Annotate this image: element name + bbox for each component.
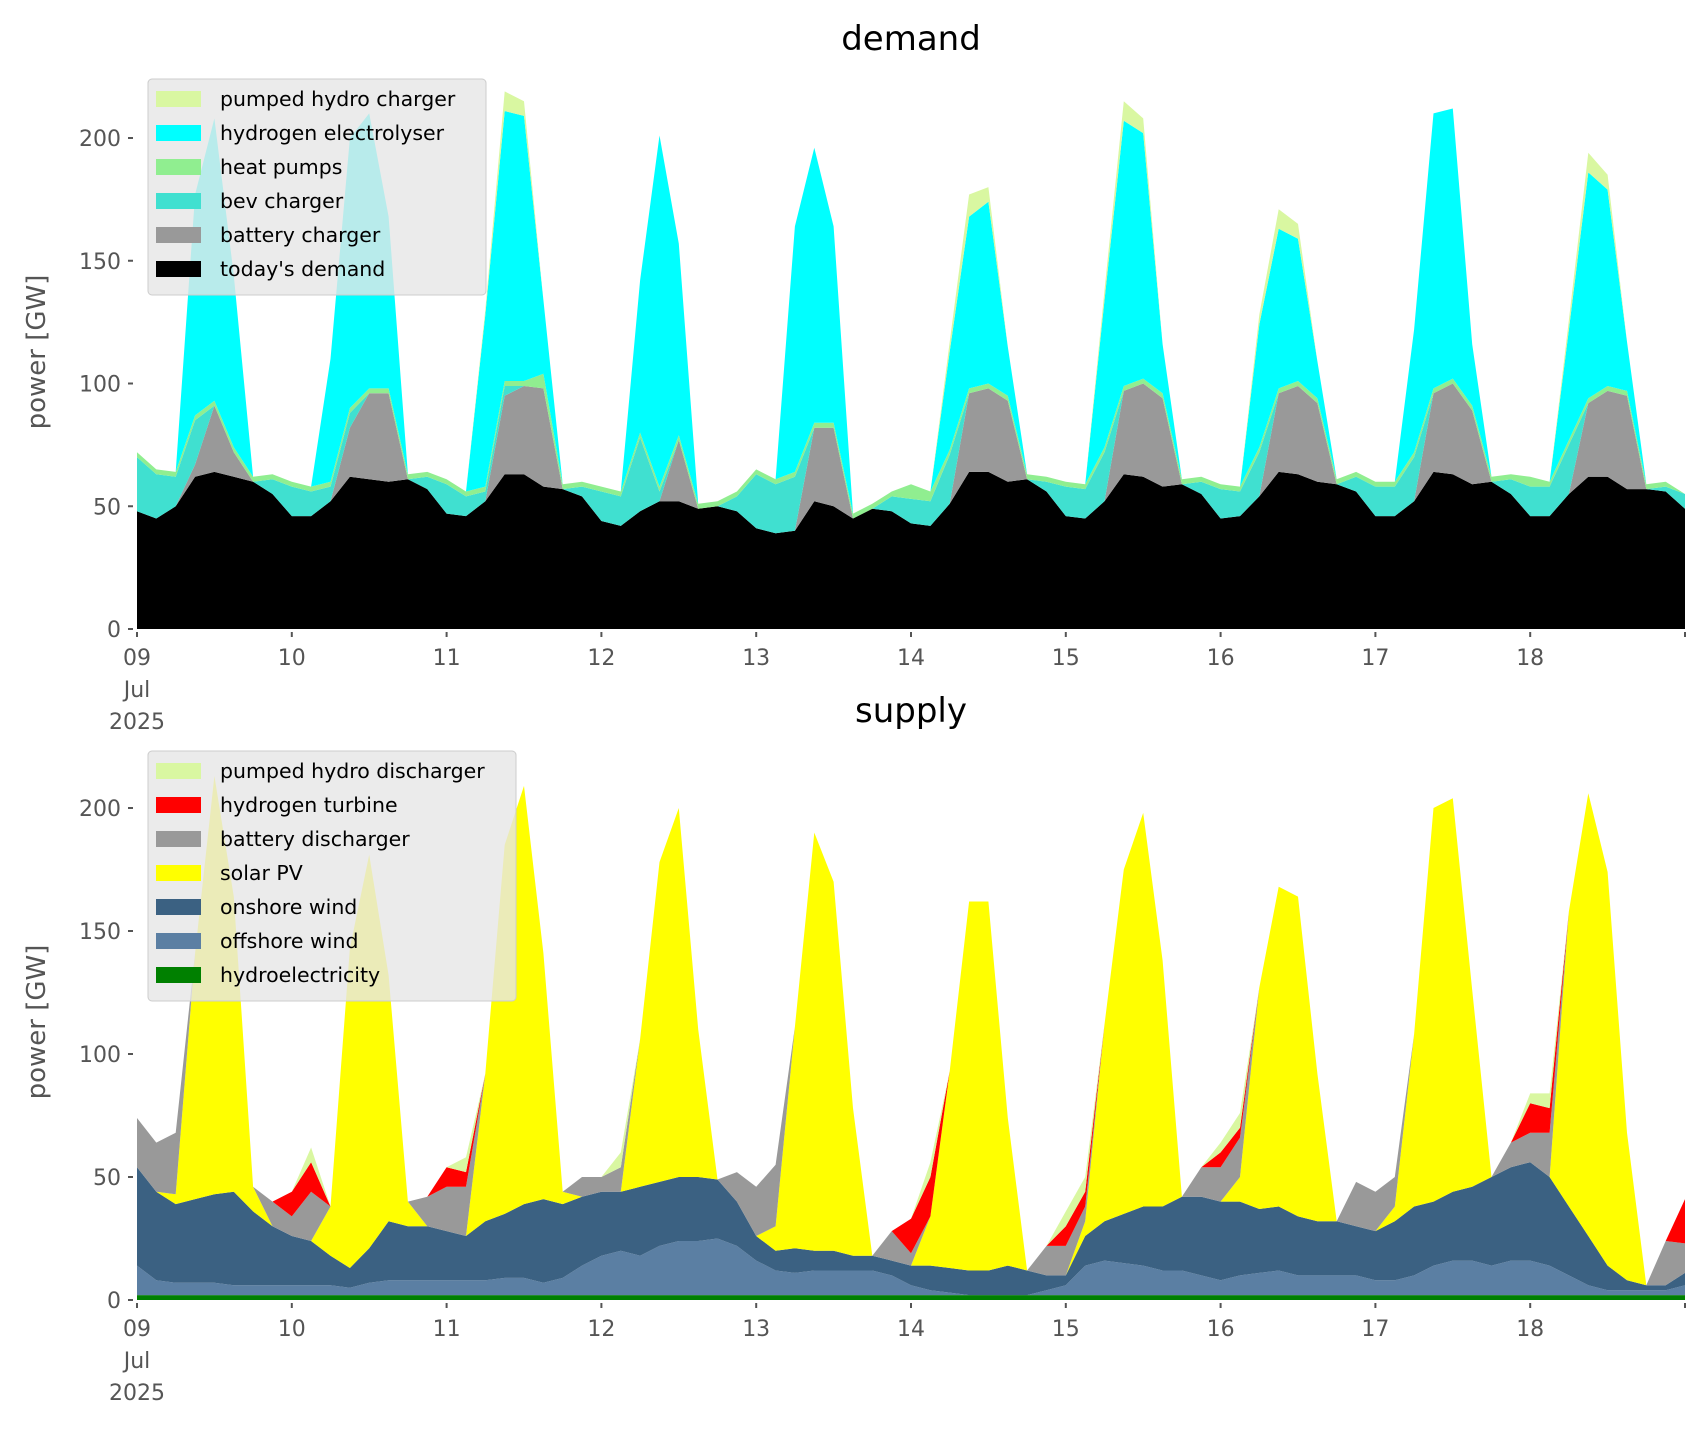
legend-swatch-bev-charger (156, 193, 201, 209)
legend-swatch-battery-discharger (156, 831, 201, 847)
legend-label-onshore-wind: onshore wind (220, 895, 357, 919)
legend-swatch-offshore-wind (156, 933, 201, 949)
legend-label-battery-discharger: battery discharger (220, 827, 410, 851)
legend-label-offshore-wind: offshore wind (220, 929, 358, 953)
y-tick-label: 100 (79, 1043, 121, 1068)
y-tick-label: 200 (79, 797, 121, 822)
y-tick-label: 200 (79, 127, 121, 152)
x-tick-label: 10 (278, 1317, 306, 1342)
x-tick-label: Jul (122, 678, 151, 703)
y-tick-label: 0 (107, 1289, 121, 1314)
x-tick-label: 17 (1361, 646, 1389, 671)
x-tick-label: 14 (897, 646, 925, 671)
area-battery-charger (137, 383, 1685, 534)
x-tick-label: 16 (1207, 1317, 1235, 1342)
x-tick-label: 12 (587, 646, 615, 671)
x-tick-label: 14 (897, 1317, 925, 1342)
x-tick-label: 13 (742, 646, 770, 671)
legend-label-battery-charger: battery charger (220, 223, 381, 247)
y-tick-label: 0 (107, 618, 121, 643)
x-tick-label: 16 (1207, 646, 1235, 671)
legend-swatch-hydrogen-turbine (156, 797, 201, 813)
legend-label-bev-charger: bev charger (220, 189, 344, 213)
demand-legend: pumped hydro charger hydrogen electrolyse… (147, 78, 487, 296)
x-tick-label: 10 (278, 646, 306, 671)
area-hydroelectricity (137, 1295, 1685, 1300)
legend-swatch-today-s-demand (156, 261, 201, 277)
area-hydrogen-electrolyser (137, 108, 1685, 514)
legend-label-heat-pumps: heat pumps (220, 155, 342, 179)
x-tick-label: 13 (742, 1317, 770, 1342)
x-tick-label: 09 (123, 646, 151, 671)
area-today-s-demand (137, 471, 1685, 629)
supply-y-ticks: 0 50 100 150 200 (79, 797, 133, 1314)
legend-label-hydrogen-turbine: hydrogen turbine (220, 793, 398, 817)
y-tick-label: 100 (79, 373, 121, 398)
x-tick-label: 18 (1516, 646, 1544, 671)
legend-swatch-hydrogen-electrolyser (156, 125, 201, 141)
x-tick-label: 15 (1052, 1317, 1080, 1342)
legend-label-pumped-hydro-charger: pumped hydro charger (220, 87, 456, 111)
y-tick-label: 150 (79, 250, 121, 275)
area-bev-charger (137, 383, 1685, 534)
demand-x-ticks: 09 Jul 2025 10 11 12 13 14 15 16 17 18 (109, 632, 1686, 735)
legend-swatch-pumped-hydro-charger (156, 91, 201, 107)
legend-label-hydrogen-electrolyser: hydrogen electrolyser (220, 121, 445, 145)
supply-legend: pumped hydro discharger hydrogen turbine b… (147, 750, 517, 1002)
supply-x-ticks: 09 Jul 2025 10 11 12 13 14 15 16 17 18 (109, 1303, 1686, 1406)
x-tick-label: 09 (123, 1317, 151, 1342)
area-onshore-wind (137, 1162, 1685, 1296)
area-solar-pv (137, 776, 1685, 1286)
supply-y-axis-label: power [GW] (22, 945, 52, 1100)
area-heat-pumps (137, 373, 1685, 519)
area-offshore-wind (137, 1238, 1685, 1296)
x-tick-label: 18 (1516, 1317, 1544, 1342)
legend-box (147, 78, 487, 296)
legend-box (147, 750, 517, 1002)
legend-swatch-solar-pv (156, 865, 201, 881)
demand-areas (137, 91, 1685, 629)
demand-y-ticks: 0 50 100 150 200 (79, 127, 133, 643)
legend-label-today-s-demand: today's demand (220, 257, 385, 281)
demand-chart-title: demand (841, 19, 981, 59)
supply-panel: supply power [GW] 0 50 100 150 200 09 Jul 2025… (22, 691, 1686, 1406)
legend-swatch-hydroelectricity (156, 967, 201, 983)
supply-chart-title: supply (855, 691, 967, 731)
legend-swatch-battery-charger (156, 227, 201, 243)
x-tick-label: 15 (1052, 646, 1080, 671)
demand-y-axis-label: power [GW] (22, 275, 52, 430)
y-tick-label: 50 (93, 495, 121, 520)
x-tick-label: 17 (1361, 1317, 1389, 1342)
x-tick-label: 2025 (109, 710, 165, 735)
x-tick-label: 12 (587, 1317, 615, 1342)
x-tick-label: Jul (122, 1349, 151, 1374)
demand-panel: demand power [GW] 0 50 100 150 200 09 Jul 2025… (22, 19, 1686, 735)
legend-swatch-onshore-wind (156, 899, 201, 915)
supply-areas (137, 776, 1685, 1300)
x-tick-label: 11 (433, 646, 461, 671)
x-tick-label: 11 (433, 1317, 461, 1342)
legend-swatch-pumped-hydro-discharger (156, 763, 201, 779)
area-battery-discharger (137, 776, 1685, 1286)
legend-label-pumped-hydro-discharger: pumped hydro discharger (220, 759, 485, 783)
legend-label-hydroelectricity: hydroelectricity (220, 963, 380, 987)
y-tick-label: 50 (93, 1166, 121, 1191)
legend-swatch-heat-pumps (156, 159, 201, 175)
legend-label-solar-pv: solar PV (220, 861, 303, 885)
y-tick-label: 150 (79, 920, 121, 945)
x-tick-label: 2025 (109, 1381, 165, 1406)
